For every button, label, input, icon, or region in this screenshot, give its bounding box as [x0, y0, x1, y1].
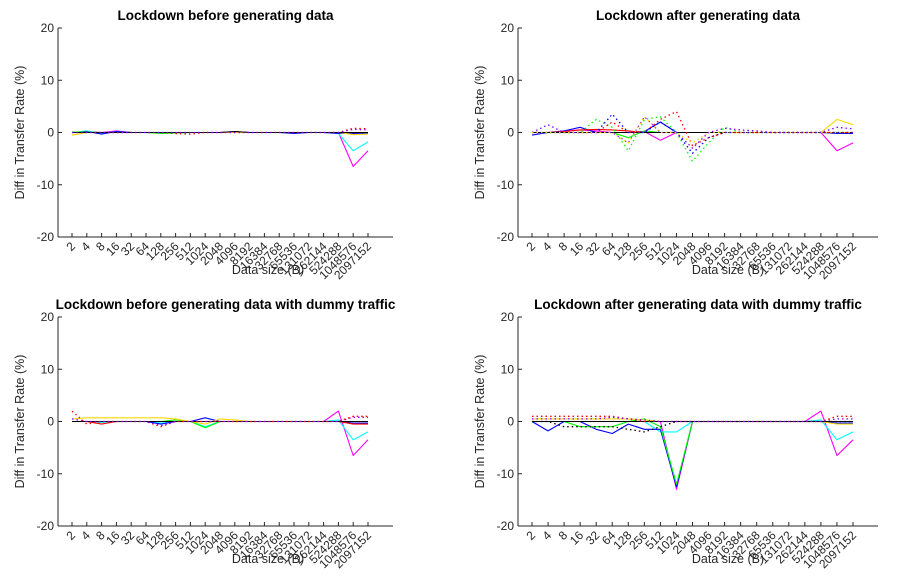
series-line-4	[532, 130, 853, 139]
series-line-2	[71, 130, 369, 152]
x-axis-label: Data size (B)	[692, 263, 764, 277]
y-tick-label: 0	[507, 126, 514, 140]
x-tick-label: 4	[540, 239, 555, 254]
y-tick-label: 20	[501, 310, 515, 324]
y-tick-label: 10	[501, 362, 515, 376]
y-tick-label: 20	[41, 310, 55, 324]
y-tick-label: -20	[37, 519, 55, 533]
x-tick-label: 4	[78, 528, 93, 543]
y-tick-label: 20	[501, 21, 515, 35]
y-axis-label: Diff in Transfer Rate (%)	[473, 355, 487, 489]
y-tick-label: -10	[497, 467, 515, 481]
y-tick-label: 0	[507, 415, 514, 429]
chart-title: Lockdown after generating data	[596, 8, 801, 23]
x-tick-label: 2	[63, 528, 78, 543]
chart-title: Lockdown before generating data with dum…	[56, 297, 396, 312]
y-tick-label: -20	[497, 230, 515, 244]
series-line-3	[531, 420, 853, 488]
x-tick-label: 4	[78, 239, 93, 254]
y-tick-label: 0	[47, 126, 54, 140]
y-tick-label: 20	[41, 21, 55, 35]
series-line-10	[532, 113, 853, 155]
series-line-8	[532, 116, 853, 162]
x-axis-label: Data size (B)	[692, 552, 764, 566]
x-tick-label: 2	[523, 528, 538, 543]
series-line-3	[531, 121, 853, 136]
series-line-9	[532, 110, 853, 147]
y-tick-label: 0	[47, 415, 54, 429]
y-tick-label: -10	[37, 178, 55, 192]
series-line-1	[71, 130, 369, 168]
x-tick-label: 4	[540, 528, 555, 543]
series-line-12	[532, 116, 853, 144]
y-tick-label: 10	[501, 73, 515, 87]
x-tick-label: 2	[523, 239, 538, 254]
series-line-2	[72, 419, 369, 441]
series-line-4	[532, 418, 853, 485]
series-line-9	[71, 416, 368, 427]
y-axis-label: Diff in Transfer Rate (%)	[13, 355, 27, 489]
y-tick-label: 10	[41, 362, 55, 376]
series-line-11	[531, 116, 854, 149]
y-axis-label: Diff in Transfer Rate (%)	[13, 66, 27, 200]
y-tick-label: -20	[497, 519, 515, 533]
chart-title: Lockdown after generating data with dumm…	[534, 297, 862, 312]
y-tick-label: -20	[37, 230, 55, 244]
y-tick-label: 10	[41, 73, 55, 87]
y-tick-label: -10	[37, 467, 55, 481]
series-line-8	[532, 420, 853, 433]
series-line-5	[532, 118, 854, 134]
series-line-6	[72, 130, 368, 134]
y-axis-label: Diff in Transfer Rate (%)	[473, 66, 487, 200]
x-axis-label: Data size (B)	[232, 552, 304, 566]
chart-title: Lockdown before generating data	[117, 8, 334, 23]
y-tick-label: -10	[497, 178, 515, 192]
x-axis-label: Data size (B)	[232, 263, 304, 277]
x-tick-label: 2	[63, 239, 78, 254]
